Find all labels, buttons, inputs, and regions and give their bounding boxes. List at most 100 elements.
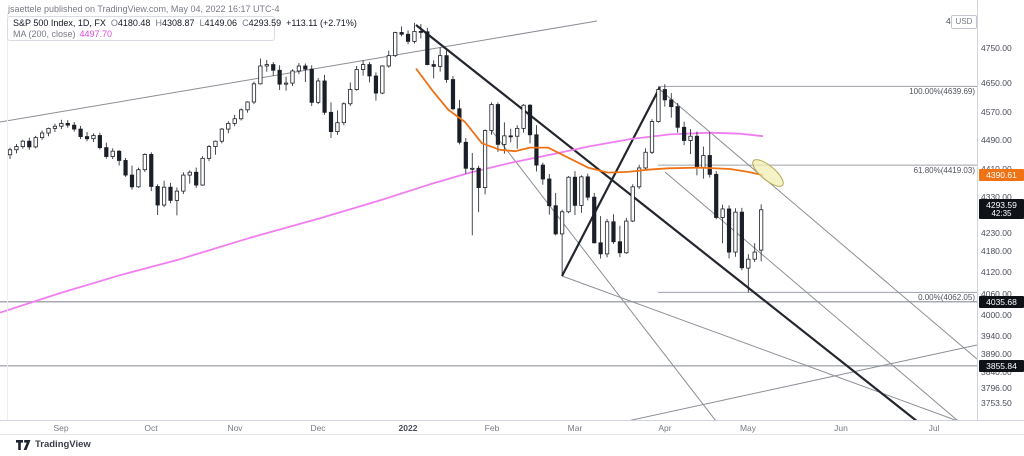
candle-down [123,160,128,176]
candle-down [65,122,70,126]
candle-down [495,104,501,145]
candle-down [117,150,122,161]
candle-down [694,135,700,168]
candle-up [14,146,19,151]
x-axis-label: May [739,423,757,433]
candle-down [149,153,154,187]
candle-up [264,64,269,67]
candle-down [450,79,456,110]
price-axis[interactable]: 4750.00 4650.00 4570.00 4490.00 4410.00 4330.… [977,0,1024,433]
currency-badge[interactable]: USD [951,15,977,29]
candle-up [701,155,706,168]
y-axis-label: 3796.00 [981,382,1012,393]
legend-box[interactable] [7,16,275,41]
candle-up [482,130,488,188]
candle-down [72,124,77,130]
time-axis[interactable]: Sep Oct Nov Dec 2022 Feb Mar Apr May Jun Jul [0,420,1024,435]
candle-up [386,55,391,67]
candle-down [508,135,513,138]
candle-up [630,186,635,222]
candle-up [40,132,45,139]
ellipse-annotation[interactable] [749,155,787,190]
candle-up [181,174,186,192]
high-label: H [155,18,162,28]
trendline[interactable] [491,130,743,420]
x-axis-label: Jun [834,423,848,433]
candle-down [540,164,545,180]
candle-down [309,68,314,103]
candle-down [553,205,558,235]
candle-up [637,167,642,188]
candle-down [682,126,687,141]
trendline[interactable] [600,344,977,420]
candle-down [373,75,379,94]
candle-up [656,89,661,122]
candle-down [27,140,32,148]
trendline[interactable] [561,275,977,420]
candle-up [360,64,366,70]
open-label: O [110,18,118,28]
candle-up [187,171,192,176]
y-axis-label: 3840.00 [981,366,1012,377]
candle-down [662,89,667,101]
change-value: +113.11 (+2.71%) [286,18,357,28]
y-axis-label: 4750.00 [981,42,1012,53]
x-axis-label: Feb [484,423,500,433]
x-axis-label: Apr [658,423,672,433]
tradingview-logo-text: TradingView [35,439,91,450]
candle-down [669,99,674,108]
candlestick-plot[interactable] [0,0,977,420]
candle-up [20,140,25,147]
candle-up [335,122,340,132]
candle-up [33,137,38,148]
candle-up [502,135,507,145]
y-axis-label: 4330.00 [981,192,1012,203]
candle-down [303,65,308,70]
candle-up [232,118,237,124]
candle-up [489,104,494,131]
y-axis-label: 3753.50 [981,397,1012,408]
candle-up [354,69,359,90]
bar-countdown: 42:35 [991,209,1012,219]
candle-up [438,55,443,67]
candle-down [97,135,102,149]
candle-up [245,101,250,111]
symbol-legend: S&P 500 Index, 1D, FX O4180.48 H4308.87 L41… [13,19,357,28]
candle-up [52,125,58,129]
candle-up [110,150,115,157]
candle-up [746,258,751,269]
candle-down [592,196,597,244]
symbol-title[interactable]: S&P 500 Index, 1D, FX [13,18,106,28]
candle-down [726,208,732,253]
candle-down [155,186,160,206]
candle-up [752,251,757,260]
candle-up [161,186,167,206]
ma-fast-line[interactable] [415,67,764,176]
ma200-line[interactable] [0,131,764,314]
candle-up [239,109,244,120]
tradingview-logo[interactable]: TradingView [16,439,91,450]
candle-down [431,64,436,67]
candle-up [174,190,180,201]
trendline-thick[interactable] [415,24,961,420]
ma-label[interactable]: MA (200, close) [13,29,76,39]
x-axis-label: Mar [567,423,583,433]
candle-up [142,153,147,171]
close-value: 4293.59 [248,18,282,28]
trendline-thick[interactable] [561,86,661,277]
candle-up [733,211,738,253]
y-axis-label: 4120.00 [981,267,1012,278]
candle-down [168,186,173,201]
candle-up [136,169,141,188]
candle-up [688,135,693,141]
trendline[interactable] [657,87,977,360]
candle-down [194,171,199,186]
candle-up [720,208,725,218]
open-value: 4180.48 [117,18,151,28]
y-axis-label: 4060.00 [981,288,1012,299]
y-axis-label: 3890.00 [981,349,1012,360]
candle-down [476,167,481,188]
candle-down [527,104,533,136]
high-value: 4308.87 [161,18,195,28]
candle-up [290,70,295,84]
